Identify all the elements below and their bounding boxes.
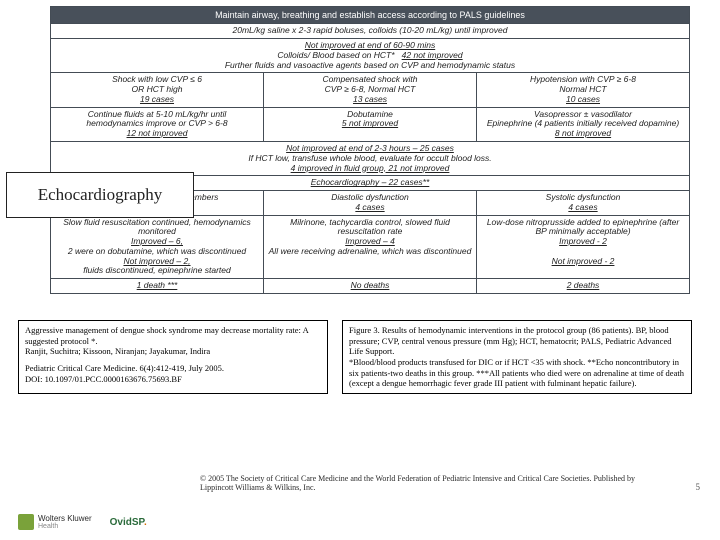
echocardiography-overlay: Echocardiography (6, 172, 194, 218)
flow-header: Maintain airway, breathing and establish… (51, 7, 689, 23)
action-vasopressor: Vasopressor ± vasodilatorEpinephrine (4 … (477, 108, 689, 141)
protocol-flowchart: Maintain airway, breathing and establish… (50, 6, 690, 294)
deaths-2: 2 deaths (477, 279, 689, 293)
citation-doi: DOI: 10.1097/01.PCC.0000163676.75693.BF (25, 374, 321, 385)
figure-caption-box: Figure 3. Results of hemodynamic interve… (342, 320, 692, 394)
figure-caption-1: Figure 3. Results of hemodynamic interve… (349, 325, 685, 357)
echo-systolic: Systolic dysfunction4 cases (477, 191, 689, 215)
flow-step-not-improved-60: Not improved at end of 60-90 mins Colloi… (51, 39, 689, 72)
citation-journal: Pediatric Critical Care Medicine. 6(4):4… (25, 363, 321, 374)
outcome-systolic: Low-dose nitroprusside added to epinephr… (477, 216, 689, 279)
deaths-1: 1 death *** (51, 279, 264, 293)
echo-diastolic: Diastolic dysfunction4 cases (264, 191, 477, 215)
page-number: 5 (696, 482, 701, 492)
figure-caption-2: *Blood/blood products transfused for DIC… (349, 357, 685, 389)
deaths-0: No deaths (264, 279, 477, 293)
action-dobutamine: Dobutamine5 not improved (264, 108, 477, 141)
outcome-diastolic: Milrinone, tachycardia control, slowed f… (264, 216, 477, 279)
wolters-kluwer-logo: Wolters Kluwer Health (18, 514, 92, 530)
footer-row: Aggressive management of dengue shock sy… (18, 320, 702, 394)
flow-step-2-3-hours: Not improved at end of 2-3 hours – 25 ca… (51, 142, 689, 175)
wk-text-bottom: Health (38, 523, 92, 530)
wk-text-top: Wolters Kluwer (38, 514, 92, 523)
branch-compensated: Compensated shock withCVP ≥ 6-8, Normal … (264, 73, 477, 106)
action-continue-fluids: Continue fluids at 5-10 mL/kg/hr untilhe… (51, 108, 264, 141)
branch-hypotension: Hypotension with CVP ≥ 6-8Normal HCT10 c… (477, 73, 689, 106)
ovidsp-logo: OvidSP. (110, 517, 147, 528)
flow-step-bolus: 20mL/kg saline x 2-3 rapid boluses, coll… (51, 24, 689, 38)
outcome-underfilled: Slow fluid resuscitation continued, hemo… (51, 216, 264, 279)
logo-bar: Wolters Kluwer Health OvidSP. (18, 514, 147, 530)
branch-low-cvp: Shock with low CVP ≤ 6OR HCT high19 case… (51, 73, 264, 106)
citation-authors: Ranjit, Suchitra; Kissoon, Niranjan; Jay… (25, 346, 321, 357)
citation-title: Aggressive management of dengue shock sy… (25, 325, 321, 346)
citation-box: Aggressive management of dengue shock sy… (18, 320, 328, 394)
copyright-text: © 2005 The Society of Critical Care Medi… (200, 474, 660, 492)
wk-icon (18, 514, 34, 530)
